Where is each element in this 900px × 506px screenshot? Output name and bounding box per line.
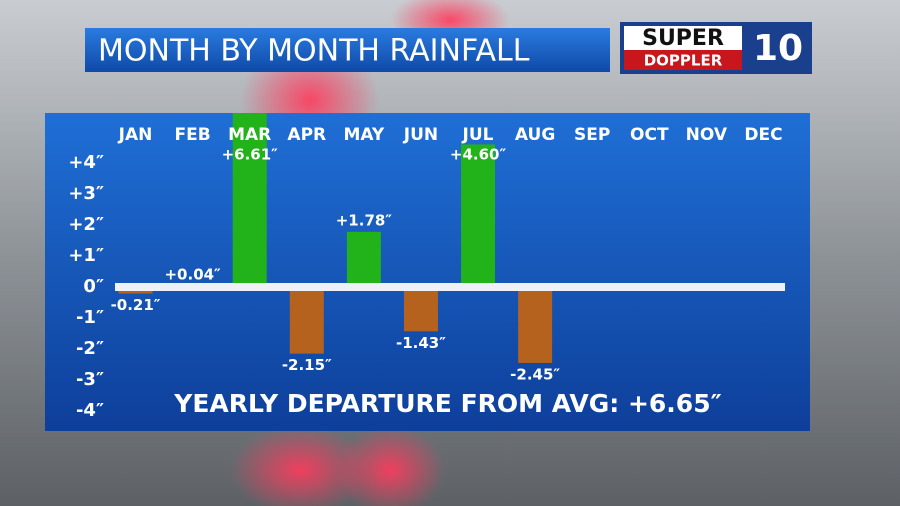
x-tick-label: MAR [228, 125, 271, 145]
x-tick-label: DEC [744, 125, 782, 145]
x-tick-label: JUN [403, 125, 438, 145]
logo-number: 10 [753, 28, 803, 69]
chart-panel [45, 113, 810, 431]
bar [461, 144, 496, 287]
zero-line [115, 283, 785, 291]
x-tick-label: OCT [630, 125, 669, 145]
bar [346, 231, 381, 287]
x-tick-label: JAN [118, 125, 153, 145]
title-bar [85, 28, 610, 72]
y-tick-label: -4″ [76, 400, 104, 421]
x-tick-label: SEP [574, 125, 610, 145]
value-label: +4.60″ [450, 146, 507, 164]
value-label: -2.45″ [510, 365, 560, 383]
logo-text: DOPPLER [644, 52, 723, 70]
bar [403, 287, 438, 332]
y-tick-label: 0″ [83, 276, 104, 297]
y-tick-label: +1″ [68, 245, 104, 266]
value-label: +1.78″ [336, 211, 393, 229]
annotation: YEARLY DEPARTURE FROM AVG: +6.65″ [173, 389, 722, 418]
x-tick-label: JUL [462, 125, 494, 145]
plot-area [115, 113, 785, 363]
y-tick-label: -2″ [76, 338, 104, 359]
x-tick-label: APR [287, 125, 326, 145]
value-label: -2.15″ [282, 356, 332, 374]
bar [289, 287, 324, 354]
logo-panel [624, 26, 742, 50]
value-label: -1.43″ [396, 334, 446, 352]
background-blur [230, 425, 370, 506]
bar [518, 287, 553, 363]
y-tick-label: -3″ [76, 369, 104, 390]
x-tick-label: NOV [686, 125, 728, 145]
background-blur [335, 425, 445, 506]
y-tick-label: +4″ [68, 152, 104, 173]
y-tick-label: +3″ [68, 183, 104, 204]
bar [232, 113, 267, 287]
value-label: +0.04″ [164, 265, 221, 283]
logo-text: SUPER [642, 26, 724, 51]
x-tick-label: FEB [175, 125, 211, 145]
value-label: -0.21″ [111, 296, 161, 314]
chart-title: MONTH BY MONTH RAINFALL [98, 34, 530, 69]
x-tick-label: MAY [343, 125, 384, 145]
y-tick-label: -1″ [76, 307, 104, 328]
y-tick-label: +2″ [68, 214, 104, 235]
logo-panel [624, 50, 742, 70]
x-tick-label: AUG [515, 125, 555, 145]
value-label: +6.61″ [222, 146, 279, 164]
